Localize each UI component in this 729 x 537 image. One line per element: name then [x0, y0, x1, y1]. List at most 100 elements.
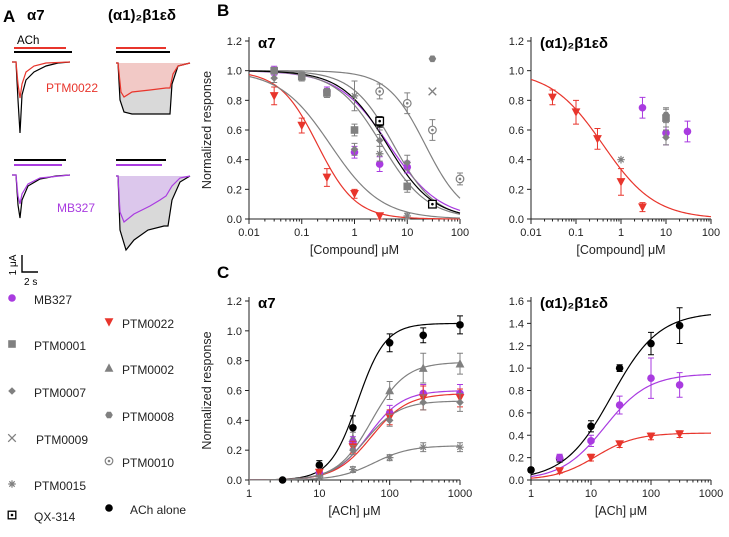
fit-curve: [248, 362, 461, 481]
legend-marker: [105, 411, 113, 419]
y-tick-label: 0.8: [227, 95, 242, 107]
data-point: [675, 430, 685, 439]
legend-marker: [8, 294, 16, 302]
legend-label: PTM0022: [122, 317, 174, 331]
series-ptm0010: [375, 83, 465, 186]
fit-curve: [248, 75, 461, 219]
trace-area-muscle-ptm0022: [116, 63, 190, 97]
y-tick-label: 0.8: [509, 95, 524, 107]
fit-curve: [248, 74, 460, 220]
y-tick-label: 0.6: [509, 125, 524, 137]
legend-entry-ptm0010: PTM0010: [104, 456, 174, 470]
panel-letter-c: C: [217, 263, 229, 282]
data-point: [527, 466, 535, 474]
trace-col-title-alpha7: α7: [27, 7, 45, 24]
data-point: [375, 149, 384, 158]
data-point: [662, 111, 670, 119]
legend-entry-qx-314: QX-314: [7, 510, 76, 524]
x-tick-label: 0.1: [294, 227, 309, 239]
trace-ach-alpha7: [12, 61, 71, 134]
legend-entry-ptm0015: PTM0015: [8, 479, 86, 493]
data-point: [587, 437, 595, 445]
trace-area-muscle-mb327: [116, 176, 190, 222]
data-point: [615, 440, 625, 449]
legend-marker: [7, 510, 17, 520]
trace-ptm0022-muscle: [116, 62, 191, 98]
chart-c-alpha7: 0.0 0.2 0.4 0.6 0.8 1.0 1.2 1 10 100 1000 [ACh] μM N…: [200, 295, 472, 518]
ach-application-label: ACh: [17, 35, 39, 47]
data-point: [455, 174, 465, 184]
legend-entry-ptm0007: PTM0007: [8, 386, 86, 400]
x-tick-label: 1: [246, 488, 252, 500]
y-tick-label: 0.2: [509, 184, 524, 196]
data-point: [385, 453, 394, 462]
legend-marker: [8, 387, 16, 395]
y-tick-label: 0.0: [227, 214, 242, 226]
data-point: [428, 55, 437, 63]
legend-label: QX-314: [34, 510, 76, 524]
series-ptm0022: [555, 430, 685, 476]
x-axis-label: [Compound] μM: [310, 243, 399, 257]
x-tick-label: 1: [351, 227, 357, 239]
data-point: [278, 476, 287, 484]
legend-marker: [104, 363, 114, 372]
y-tick-label: 0.6: [227, 125, 242, 137]
fit-curve: [249, 70, 461, 199]
legend-marker: [104, 318, 114, 327]
data-point: [270, 66, 278, 75]
data-point: [428, 87, 437, 96]
data-point: [385, 385, 395, 395]
data-point: [350, 189, 359, 199]
legend-marker: [104, 456, 114, 466]
y-tick-label: 0.8: [227, 356, 242, 368]
data-point: [428, 125, 437, 135]
data-point: [349, 465, 357, 474]
legend-marker: [8, 480, 16, 488]
x-tick-label: 0.01: [520, 227, 541, 239]
legend-label: PTM0009: [36, 433, 88, 447]
data-point: [456, 443, 464, 451]
data-point: [350, 92, 359, 100]
y-tick-label: 1.0: [509, 66, 524, 78]
y-tick-label: 1.0: [509, 363, 524, 375]
series-ptm0015: [315, 442, 464, 481]
legend-entry-mb327: MB327: [8, 293, 72, 307]
y-tick-label: 0.2: [227, 184, 242, 196]
x-tick-label: 100: [451, 227, 469, 239]
legend-entry-ach-alone: ACh alone: [105, 503, 186, 517]
data-point: [638, 103, 647, 112]
y-tick-label: 0.4: [509, 155, 524, 167]
data-point: [555, 453, 564, 462]
y-axis-label: Normalized response: [200, 331, 214, 449]
x-tick-label: 0.01: [238, 227, 259, 239]
trace-label-ptm0022: PTM0022: [46, 81, 98, 95]
x-tick-label: 10: [585, 488, 597, 500]
series-ptm0008: [428, 55, 437, 63]
data-point: [350, 145, 359, 154]
y-tick-label: 0.6: [227, 386, 242, 398]
data-point: [270, 74, 278, 82]
legend-entry-ptm0008: PTM0008: [105, 410, 174, 424]
data-point: [375, 116, 385, 126]
data-point: [456, 321, 464, 329]
series-ptm0009: [428, 87, 437, 96]
data-point: [315, 473, 324, 481]
y-tick-label: 0.0: [227, 475, 242, 487]
data-point: [375, 160, 384, 168]
series-mb327: [555, 357, 684, 462]
data-point: [675, 381, 684, 389]
series-ptm0007: [662, 129, 670, 146]
legend-label: MB327: [34, 293, 72, 307]
data-point: [314, 468, 324, 478]
series-ptm0022: [314, 385, 465, 478]
data-point: [375, 136, 384, 145]
series-ach-alone: [278, 315, 464, 484]
legend-label: PTM0015: [34, 479, 86, 493]
data-point: [662, 133, 670, 142]
x-tick-label: 10: [313, 488, 325, 500]
data-point: [647, 339, 655, 348]
data-point: [349, 446, 357, 454]
data-point: [269, 92, 279, 101]
data-point: [322, 173, 332, 183]
data-point: [647, 374, 655, 382]
